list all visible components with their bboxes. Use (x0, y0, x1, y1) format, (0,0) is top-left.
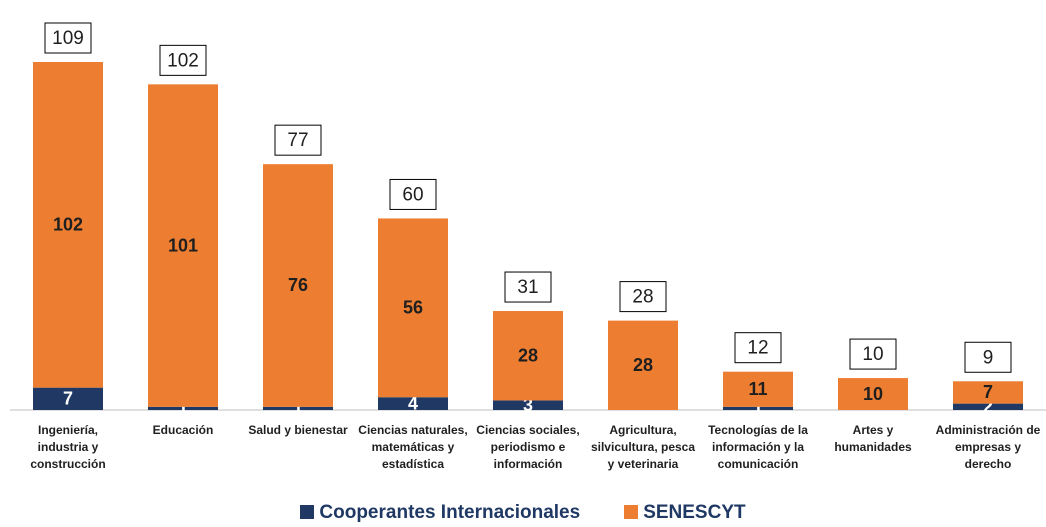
legend-item: SENESCYT (624, 502, 746, 524)
total-label: 60 (402, 184, 423, 205)
bar-segment (838, 378, 908, 410)
legend-swatch (300, 505, 315, 519)
data-label: 56 (403, 298, 423, 318)
total-label: 109 (52, 28, 84, 49)
data-label: 7 (63, 389, 73, 409)
total-box (849, 338, 897, 370)
data-label: 11 (748, 379, 767, 399)
data-label: 4 (408, 393, 418, 413)
total-box (619, 281, 667, 313)
total-label: 77 (287, 130, 308, 151)
x-tick-label: Artes y humanidades (834, 423, 912, 454)
bar-segment (723, 406, 793, 410)
x-tick-label: Administración de empresas y derecho (935, 423, 1041, 471)
bar-segment (263, 406, 333, 410)
total-label: 28 (632, 287, 653, 308)
x-tick-label: Agricultura, silvicultura, pesca y veter… (590, 423, 696, 471)
data-label: 76 (288, 275, 308, 295)
legend-label: SENESCYT (643, 502, 746, 523)
bar-segment (493, 400, 563, 410)
total-box (159, 44, 207, 76)
bar-segment (608, 320, 678, 410)
x-tick-label: Tecnologías de la información y la comun… (708, 423, 808, 471)
bar-segment (148, 84, 218, 407)
data-label: 2 (983, 397, 993, 417)
data-label: 1 (753, 398, 763, 418)
data-label: 1 (293, 398, 303, 418)
bar-segment (33, 62, 103, 388)
bar-segment (378, 397, 448, 410)
total-box (504, 271, 552, 303)
plot: 7102109110110217677456603283128281111210… (10, 22, 1046, 418)
x-tick-label: Salud y bienestar (248, 423, 348, 437)
data-label: 28 (518, 345, 538, 365)
data-label: 3 (523, 395, 533, 415)
total-box (734, 332, 782, 364)
total-label: 9 (983, 347, 994, 368)
bar-segment (723, 371, 793, 407)
legend: Cooperantes Internacionales SENESCYT (0, 502, 1046, 524)
data-label: 1 (178, 398, 188, 418)
data-label: 28 (633, 355, 653, 375)
bar-segment (33, 387, 103, 410)
total-label: 102 (167, 50, 199, 71)
total-box (44, 22, 92, 54)
bar-segment (493, 311, 563, 401)
bar-segment (953, 381, 1023, 404)
bar-segment (263, 164, 333, 407)
data-label: 101 (168, 235, 198, 255)
legend-item: Cooperantes Internacionales (300, 502, 580, 524)
x-tick-label: Ciencias sociales, periodismo e informac… (476, 423, 580, 471)
x-tick-label: Ingeniería, industria y construcción (30, 423, 106, 471)
bar-segment (148, 406, 218, 410)
data-label: 7 (983, 382, 993, 402)
data-label: 102 (53, 215, 83, 235)
x-tick-label: Ciencias naturales, matemáticas y estadí… (358, 423, 468, 471)
total-label: 10 (862, 344, 883, 365)
total-label: 31 (517, 277, 538, 298)
legend-label: Cooperantes Internacionales (319, 502, 581, 523)
total-box (389, 178, 437, 210)
bar-segment (378, 218, 448, 398)
bar-segment (953, 403, 1023, 410)
total-label: 12 (747, 338, 768, 359)
data-label: 10 (863, 384, 883, 404)
total-box (274, 124, 322, 156)
legend-swatch (624, 505, 639, 519)
total-box (964, 341, 1012, 373)
x-tick-label: Educación (152, 423, 214, 437)
